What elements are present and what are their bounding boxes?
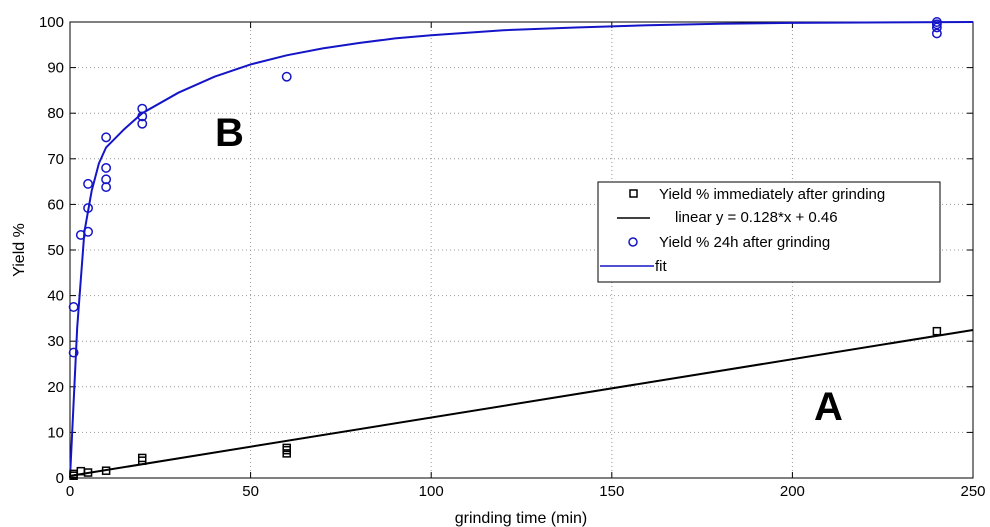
y-tick-label: 90 (47, 60, 64, 77)
legend-marker-circle (628, 237, 638, 247)
data-point-circle (931, 28, 942, 39)
legend: Yield % immediately after grinding linea… (597, 181, 941, 283)
data-point-circle (83, 226, 94, 237)
legend-label-fit: fit (655, 258, 668, 275)
y-tick-label: 70 (47, 151, 64, 168)
series-line-fit (69, 21, 974, 479)
data-point-circle (83, 203, 94, 213)
data-point-circle (83, 178, 94, 189)
series-lines (69, 21, 974, 479)
data-point-circle (137, 111, 148, 122)
x-tick-label: 100 (419, 483, 444, 500)
annotation-a: A (814, 385, 843, 429)
data-point-circle (68, 302, 79, 312)
legend-label-immediate: Yield % immediately after grinding (659, 186, 885, 203)
legend-label-24h: Yield % 24h after grinding (659, 234, 830, 251)
legend-label-linear: linear y = 0.128*x + 0.46 (675, 209, 838, 226)
data-point-circle (931, 22, 942, 33)
data-point-circle (101, 132, 112, 143)
x-tick-label: 0 (66, 483, 74, 500)
x-axis-label: grinding time (min) (455, 510, 587, 527)
y-tick-label: 0 (56, 470, 64, 487)
data-point-square (282, 443, 291, 453)
y-axis-label: Yield % (11, 223, 28, 277)
x-tick-label: 150 (599, 483, 624, 500)
data-point-circle (101, 162, 112, 173)
data-point-circle (101, 182, 112, 193)
y-tick-label: 100 (39, 14, 64, 31)
y-tick-label: 40 (47, 288, 64, 305)
y-tick-label: 20 (47, 379, 64, 396)
data-point-circle (137, 118, 148, 129)
y-tick-label: 60 (47, 196, 64, 213)
y-tick-label: 30 (47, 333, 64, 350)
data-point-circle (68, 347, 79, 358)
annotation-b: B (215, 111, 244, 155)
x-tick-label: 250 (960, 483, 985, 500)
legend-box (597, 181, 941, 283)
data-point-square (83, 468, 93, 477)
data-point-square (101, 466, 111, 475)
series-markers (68, 17, 942, 480)
data-point-square (137, 453, 147, 463)
y-tick-label: 10 (47, 424, 64, 441)
legend-marker-square (629, 189, 638, 198)
series-line-linear (69, 329, 974, 477)
y-tick-label: 50 (47, 242, 64, 259)
x-tick-label: 50 (242, 483, 259, 500)
data-point-circle (281, 71, 292, 82)
x-tick-label: 200 (780, 483, 805, 500)
y-tick-label: 80 (47, 105, 64, 122)
data-point-square (932, 326, 942, 336)
